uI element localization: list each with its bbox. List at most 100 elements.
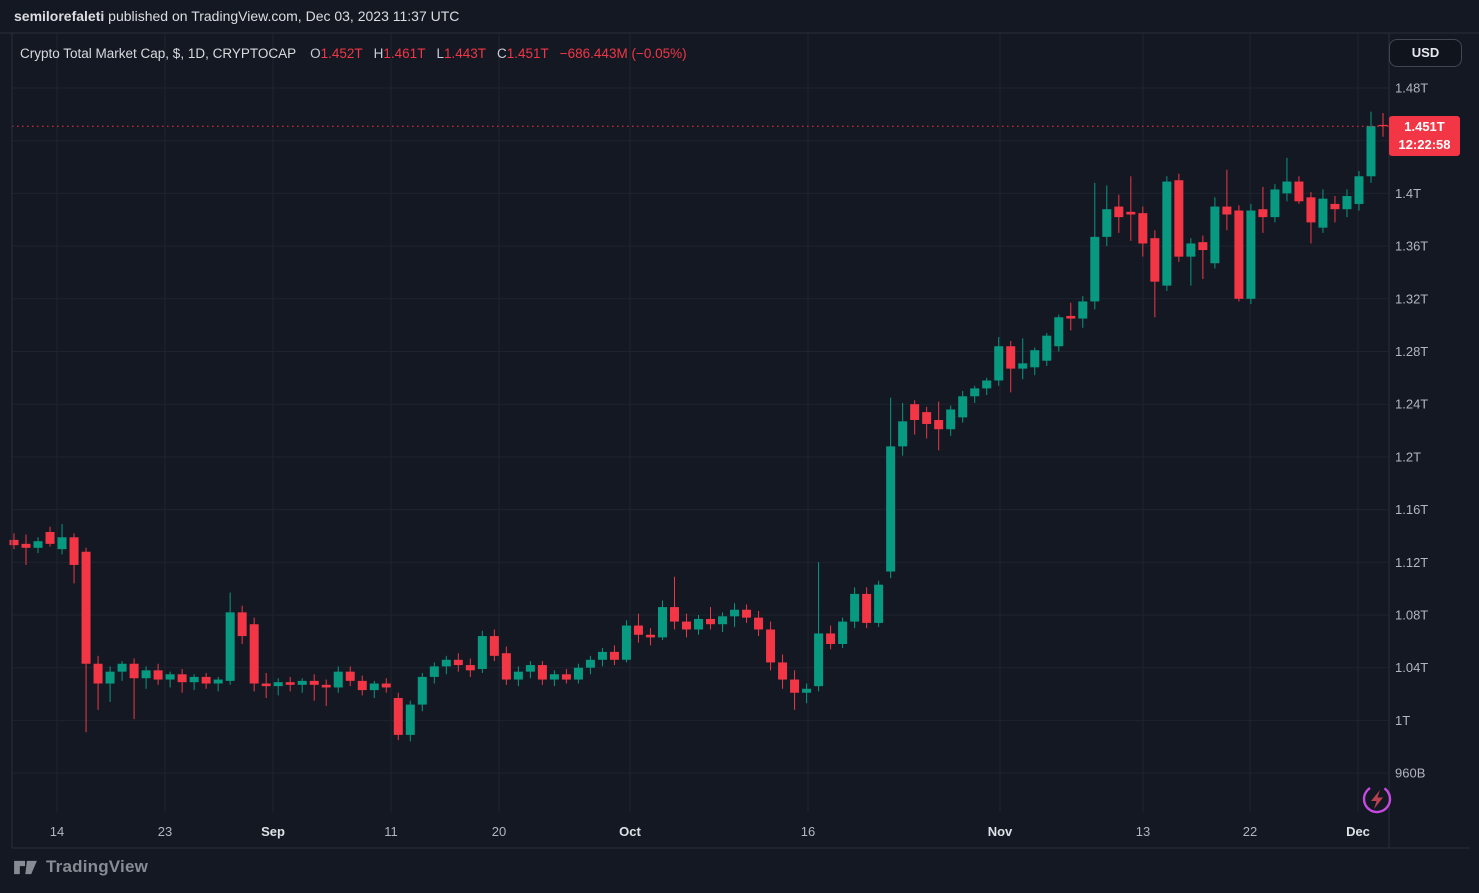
- candle-body: [153, 670, 163, 680]
- price-tick-label[interactable]: 1.12T: [1395, 555, 1428, 570]
- candle-body: [1162, 181, 1172, 286]
- lightning-bolt-icon: [1371, 790, 1383, 809]
- candle-body: [1030, 350, 1040, 368]
- candle-body: [838, 621, 848, 644]
- price-tick-label[interactable]: 1.28T: [1395, 344, 1428, 359]
- candle-body: [429, 666, 439, 677]
- candle-body: [573, 667, 583, 680]
- current-price-value: 1.451T: [1404, 119, 1445, 134]
- candle-body: [309, 680, 319, 685]
- candle-body: [1126, 211, 1136, 215]
- price-tick-label[interactable]: 1.2T: [1395, 449, 1421, 464]
- tradingview-logo-icon: [14, 860, 37, 874]
- candle-body: [345, 671, 355, 681]
- candle-body: [826, 633, 836, 644]
- time-tick-label[interactable]: 22: [1243, 824, 1257, 839]
- price-tick-label[interactable]: 1.08T: [1395, 608, 1428, 623]
- ohlc-O: O1.452T: [310, 46, 363, 61]
- time-tick-label[interactable]: 23: [158, 824, 172, 839]
- time-tick-label[interactable]: 14: [50, 824, 64, 839]
- candle-body: [117, 663, 127, 672]
- candle-body: [1330, 203, 1340, 210]
- candle-body: [453, 659, 463, 666]
- price-tick-label[interactable]: 1.24T: [1395, 397, 1428, 412]
- candle-body: [657, 607, 667, 638]
- candle-body: [922, 412, 932, 424]
- candle-body: [201, 676, 211, 684]
- price-tick-label[interactable]: 1.48T: [1395, 81, 1428, 96]
- candle-body: [405, 704, 415, 735]
- tradingview-brand-text: TradingView: [46, 857, 149, 876]
- candle-body: [970, 388, 980, 397]
- time-tick-label[interactable]: 13: [1136, 824, 1150, 839]
- candle-body: [934, 420, 944, 430]
- candle-body: [1114, 206, 1124, 218]
- price-tick-label[interactable]: 1.36T: [1395, 239, 1428, 254]
- time-tick-label[interactable]: Oct: [619, 824, 641, 839]
- candle-body: [1270, 189, 1280, 218]
- tradingview-branding[interactable]: TradingView: [13, 857, 148, 877]
- candle-body: [381, 683, 391, 688]
- candle-body: [730, 609, 740, 617]
- candle-body: [513, 671, 523, 680]
- time-tick-label[interactable]: Dec: [1346, 824, 1370, 839]
- chart-legend: Crypto Total Market Cap, $, 1D, CRYPTOCA…: [20, 46, 687, 61]
- candle-body: [645, 634, 655, 638]
- candle-body: [958, 396, 968, 418]
- candle-body: [850, 593, 860, 622]
- candle-body: [766, 629, 776, 663]
- legend-change: −686.443M (−0.05%): [559, 46, 687, 61]
- candle-body: [333, 671, 343, 688]
- candle-body: [718, 616, 728, 625]
- candle-body: [1078, 301, 1088, 319]
- candle-body: [369, 683, 379, 691]
- candle-body: [597, 651, 607, 660]
- candles-layer: [9, 111, 1388, 742]
- candle-body: [561, 674, 571, 680]
- candle-body: [621, 625, 631, 660]
- candle-body: [525, 665, 535, 672]
- candle-body: [1006, 346, 1016, 369]
- candle-body: [417, 676, 427, 705]
- candle-body: [669, 607, 679, 622]
- candle-body: [754, 617, 764, 630]
- price-tick-label[interactable]: 1.04T: [1395, 660, 1428, 675]
- price-tick-label[interactable]: 1.32T: [1395, 291, 1428, 306]
- candle-body: [1354, 176, 1364, 204]
- candle-body: [465, 665, 475, 671]
- candle-body: [1174, 180, 1184, 257]
- candle-body: [1342, 196, 1352, 210]
- candle-body: [537, 665, 547, 680]
- candle-body: [1150, 238, 1160, 282]
- time-tick-label[interactable]: 20: [492, 824, 506, 839]
- price-tick-label[interactable]: 1.4T: [1395, 186, 1421, 201]
- candle-body: [273, 682, 283, 687]
- candle-body: [477, 636, 487, 670]
- candle-body: [633, 625, 643, 635]
- time-tick-label[interactable]: 16: [801, 824, 815, 839]
- ohlc-L: L1.443T: [436, 46, 486, 61]
- publisher-username: semilorefaleti: [14, 8, 105, 24]
- time-tick-label[interactable]: 11: [384, 824, 398, 839]
- time-tick-label[interactable]: Nov: [988, 824, 1013, 839]
- candle-body: [1198, 242, 1208, 251]
- candle-body: [33, 541, 43, 548]
- publish-info-bar: semilorefaleti published on TradingView.…: [0, 0, 1479, 33]
- time-tick-label[interactable]: Sep: [261, 824, 285, 839]
- currency-toggle-button[interactable]: USD: [1389, 39, 1462, 67]
- candle-body: [1306, 197, 1316, 223]
- candle-body: [898, 421, 908, 447]
- candle-body: [21, 543, 31, 548]
- candle-body: [1090, 236, 1100, 302]
- candle-body: [1282, 181, 1292, 194]
- realtime-data-icon[interactable]: [1359, 781, 1395, 817]
- candle-body: [93, 663, 103, 684]
- candle-body: [9, 539, 19, 546]
- price-tick-label[interactable]: 1.16T: [1395, 502, 1428, 517]
- price-tick-label[interactable]: 960B: [1395, 766, 1425, 781]
- candle-body: [141, 670, 151, 679]
- candle-body: [1066, 315, 1076, 319]
- price-tick-label[interactable]: 1T: [1395, 713, 1410, 728]
- candle-body: [802, 688, 812, 693]
